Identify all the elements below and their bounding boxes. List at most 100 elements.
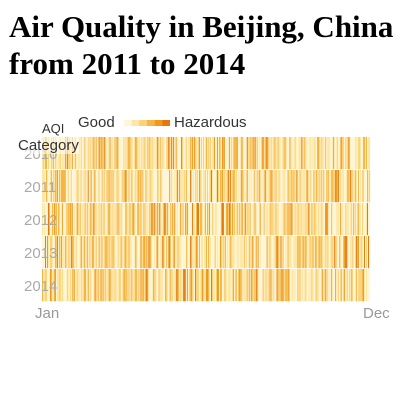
heatmap-cell — [190, 170, 192, 203]
legend-swatch — [154, 120, 163, 126]
heatmap-cell — [169, 269, 171, 302]
heatmap-cell — [57, 203, 60, 236]
legend-hazardous-label: Hazardous — [174, 114, 247, 131]
heatmap-cell — [207, 170, 210, 203]
heatmap-cell — [109, 203, 111, 236]
heatmap-cell — [107, 170, 109, 203]
heatmap-cell — [211, 203, 214, 236]
heatmap-cell — [106, 236, 108, 269]
heatmap-cell — [329, 170, 331, 203]
heatmap-cell — [177, 137, 179, 170]
heatmap-cell — [181, 236, 183, 269]
heatmap-cell — [100, 137, 102, 170]
heatmap-cell — [185, 137, 187, 170]
heatmap-cell — [218, 137, 221, 170]
heatmap-cell — [324, 137, 326, 170]
heatmap-cell — [125, 236, 127, 269]
heatmap-cell — [295, 203, 297, 236]
heatmap-cell — [332, 137, 334, 170]
heatmap-cell — [304, 203, 306, 236]
heatmap-cell — [269, 170, 271, 203]
heatmap-cell — [101, 137, 103, 170]
heatmap-cell — [180, 269, 182, 302]
heatmap-cell — [254, 203, 256, 236]
heatmap-cell — [140, 236, 142, 269]
heatmap-cell — [325, 137, 327, 170]
heatmap-cell — [139, 137, 141, 170]
heatmap-cell — [71, 170, 73, 203]
heatmap-cell — [105, 203, 107, 236]
heatmap-cell — [219, 203, 222, 236]
heatmap-cell — [303, 170, 305, 203]
heatmap-cell — [241, 236, 243, 269]
heatmap-cell — [319, 236, 321, 269]
heatmap-cell — [264, 236, 266, 269]
heatmap-cell — [140, 203, 142, 236]
heatmap-cell — [82, 170, 84, 203]
heatmap-cell — [143, 137, 145, 170]
heatmap-cell — [350, 170, 352, 203]
heatmap-cell — [145, 137, 147, 170]
heatmap-cell — [300, 203, 302, 236]
heatmap-cell — [313, 269, 315, 302]
heatmap-cell — [109, 269, 111, 302]
heatmap-cell — [316, 236, 318, 269]
heatmap-cell — [323, 203, 325, 236]
heatmap-cell — [249, 236, 251, 269]
heatmap-cell — [71, 203, 73, 236]
heatmap-cell — [288, 236, 290, 269]
heatmap-cell — [294, 236, 296, 269]
heatmap-cell — [133, 236, 135, 269]
heatmap-cell — [333, 170, 335, 203]
heatmap-cell — [324, 236, 326, 269]
heatmap-cell — [227, 137, 230, 170]
heatmap-cell — [254, 170, 256, 203]
heatmap-cell — [227, 203, 230, 236]
heatmap-cell — [143, 170, 145, 203]
heatmap-cell — [145, 269, 147, 302]
heatmap-cell — [152, 170, 154, 203]
heatmap-cell — [150, 203, 152, 236]
heatmap-cell — [252, 137, 254, 170]
heatmap-cell — [364, 236, 366, 269]
heatmap-cell — [76, 236, 78, 269]
heatmap-cell — [86, 203, 88, 236]
heatmap-cell — [59, 236, 62, 269]
heatmap-cell — [355, 269, 357, 302]
heatmap-cell — [356, 203, 358, 236]
heatmap-cell — [227, 236, 230, 269]
heatmap-cell — [162, 170, 164, 203]
heatmap-cell — [147, 137, 149, 170]
heatmap-cell — [83, 137, 85, 170]
heatmap-cell — [295, 236, 297, 269]
heatmap-cell — [157, 269, 159, 302]
heatmap-cell — [261, 203, 263, 236]
heatmap-cell — [139, 203, 141, 236]
heatmap-cell — [314, 236, 316, 269]
heatmap-cell — [348, 269, 350, 302]
heatmap-cell — [217, 236, 220, 269]
heatmap-cell — [258, 170, 260, 203]
heatmap-cell — [206, 203, 208, 236]
heatmap-cell — [312, 203, 314, 236]
heatmap-cell — [332, 203, 334, 236]
heatmap-cell — [148, 203, 150, 236]
heatmap-cell — [321, 269, 323, 302]
heatmap-cell — [131, 236, 133, 269]
heatmap-cell — [85, 170, 87, 203]
heatmap-cell — [307, 137, 309, 170]
heatmap-cell — [46, 269, 49, 302]
heatmap-cell — [322, 170, 324, 203]
heatmap-cell — [345, 203, 347, 236]
heatmap-cell — [213, 170, 216, 203]
heatmap-cell — [103, 170, 105, 203]
heatmap-cell — [223, 137, 226, 170]
heatmap-cell — [121, 236, 123, 269]
heatmap-cell — [327, 203, 329, 236]
heatmap-cell — [214, 137, 217, 170]
heatmap-cell — [80, 137, 82, 170]
heatmap-cell — [204, 170, 206, 203]
heatmap-cell — [215, 203, 218, 236]
heatmap-cell — [83, 269, 85, 302]
heatmap-cell — [218, 236, 221, 269]
